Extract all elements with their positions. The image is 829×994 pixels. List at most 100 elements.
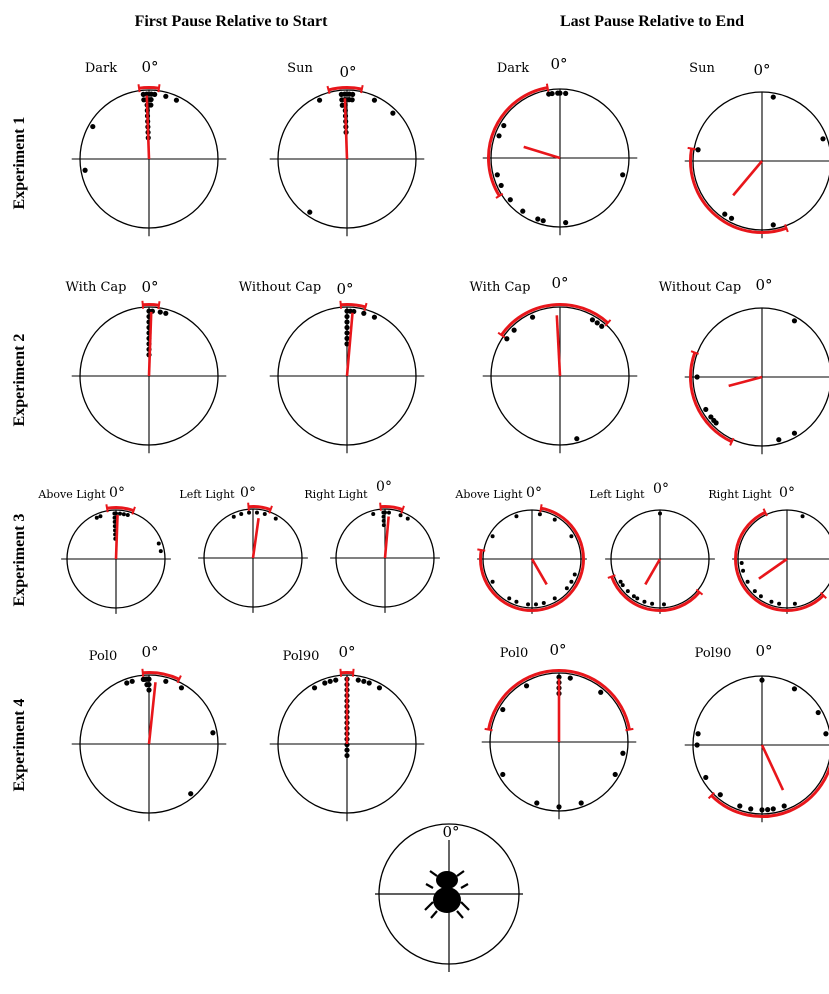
panel-label-exp1-last-dark: Dark [497,61,529,76]
data-point [163,310,169,316]
data-point [741,568,746,573]
data-point [381,523,386,528]
arc-end-tick [176,675,182,684]
arc-end-tick [687,146,696,151]
data-point [344,330,350,336]
data-point [599,323,605,329]
data-point [146,687,152,693]
data-point [498,182,504,189]
data-point [769,599,774,604]
zero-label: 0° [141,643,158,661]
mean-vector [343,98,349,160]
arc-end-tick [604,319,612,327]
column-header-first-pause: First Pause Relative to Start [135,13,329,30]
data-point [121,512,126,517]
data-point [146,681,152,688]
zero-label: 0° [526,485,542,501]
arc-end-tick [137,84,141,93]
row-header-experiment-4: Experiment 4 [11,699,28,792]
data-point [776,437,782,443]
mean-vector [555,315,562,377]
data-point [557,90,563,96]
data-point [254,510,259,515]
polar-panel [732,508,829,614]
data-point [349,97,355,103]
arc-end-tick [762,508,768,517]
zero-label: 0° [755,642,772,660]
data-point [347,308,353,314]
panel-label-exp1-last-sun: Sun [689,61,715,76]
polar-panel [61,504,171,614]
panel-label-exp2-last-withcap: With Cap [469,280,530,295]
row-header-experiment-2: Experiment 2 [11,334,28,427]
data-point [371,314,378,320]
dung-beetle-icon [424,870,470,919]
data-point [523,683,530,689]
zero-label: 0° [109,485,125,501]
data-point [490,534,495,539]
panel-label-exp4-last-pol90: Pol90 [695,646,732,661]
data-point [535,216,541,222]
data-point [158,549,163,554]
panel-label-exp4-last-pol0: Pol0 [500,646,528,661]
data-point [823,731,829,737]
arc-end-tick [784,224,789,233]
data-point [695,731,701,737]
data-point [350,91,356,97]
data-point [791,318,798,324]
polar-panel [198,502,308,613]
data-point [540,218,546,224]
polar-panel [482,83,638,236]
arc-end-tick [484,727,493,732]
reference-diagram [375,823,523,972]
data-point [262,512,267,517]
panel-label-exp2-first-withcap: With Cap [65,280,126,295]
data-point [534,800,540,806]
data-point [556,804,562,810]
data-point [520,208,526,214]
data-point [273,516,278,521]
data-point [552,517,557,522]
data-point [631,594,636,599]
data-point [569,579,574,584]
data-point [650,601,655,606]
data-point [625,589,630,594]
arc-end-tick [339,668,343,677]
data-point [567,675,573,681]
zero-label: 0° [653,481,669,497]
arc-end-tick [729,437,735,446]
data-point [144,91,150,97]
arc-end-tick [607,574,616,579]
zero-label: 0° [336,280,353,298]
polar-panels [61,83,829,823]
data-point [791,430,798,436]
panel-label-exp2-first-withoutcap: Without Cap [239,280,321,295]
data-point [563,90,569,96]
data-point [717,792,723,798]
arc-end-tick [690,350,699,355]
data-point [344,747,350,753]
arc-end-tick [539,504,543,513]
data-point [152,91,158,97]
data-point [390,110,396,116]
arc-end-tick [819,591,827,599]
row-header-experiment-1: Experiment 1 [11,117,28,210]
arc-end-tick [495,192,504,199]
confidence-arc [734,510,825,613]
data-point [594,320,600,326]
data-point [598,689,604,695]
data-point [94,515,99,520]
data-point [514,599,519,604]
zero-label: 0° [442,823,459,841]
data-point [703,774,709,781]
data-point [695,147,701,153]
arc-end-tick [497,331,506,339]
mean-vector [758,557,788,580]
data-point [381,514,386,519]
data-point [537,512,542,517]
data-point [112,519,117,524]
data-point [355,677,361,683]
mean-vector [147,682,157,745]
data-point [342,91,348,97]
data-point [574,436,580,442]
